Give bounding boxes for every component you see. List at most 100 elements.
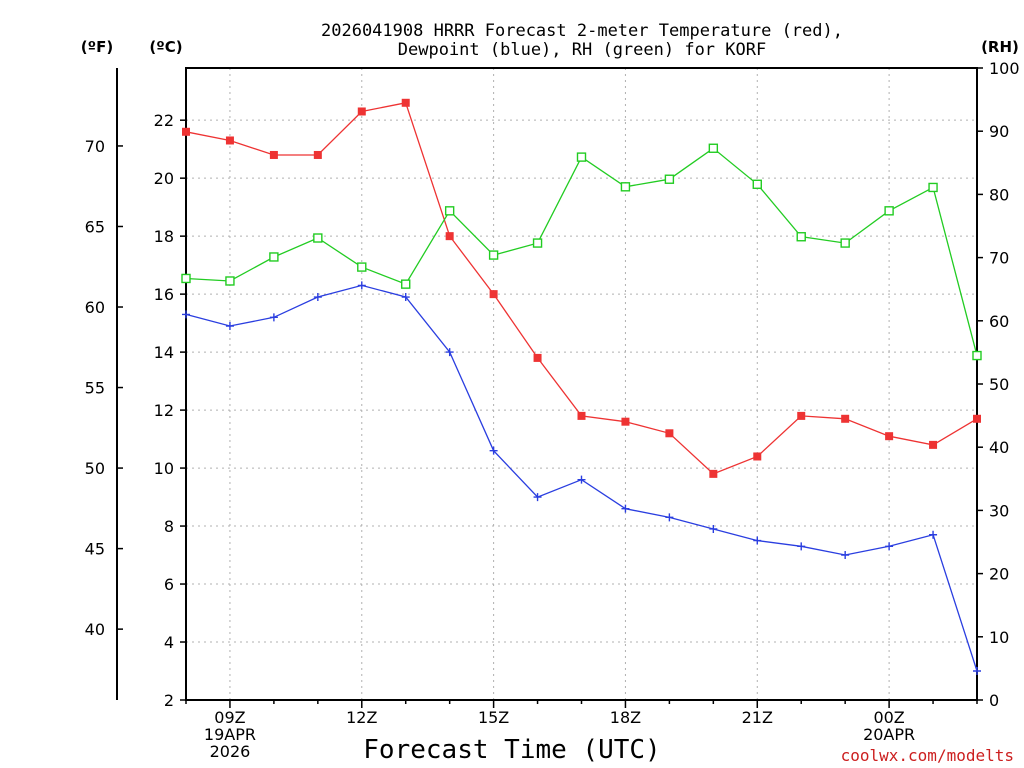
rh-point xyxy=(313,233,323,243)
dewpoint-point xyxy=(489,446,498,455)
temperature-point xyxy=(885,432,894,441)
dewpoint-point xyxy=(269,313,278,322)
temperature-point xyxy=(182,127,190,136)
dewpoint-point xyxy=(225,322,234,331)
temperature-point xyxy=(445,232,454,241)
rh-tick-label: 50 xyxy=(989,375,1009,394)
x-tick-label: 20APR xyxy=(863,725,915,744)
rh-point xyxy=(401,279,411,289)
x-axis-title: Forecast Time (UTC) xyxy=(363,735,660,765)
rh-point xyxy=(840,238,850,248)
fahrenheit-tick-label: 40 xyxy=(85,620,105,639)
rh-point xyxy=(269,252,279,262)
celsius-tick-label: 12 xyxy=(154,401,174,420)
temperature-point xyxy=(357,107,366,116)
celsius-tick-label: 8 xyxy=(164,517,174,536)
temperature-point xyxy=(753,452,762,461)
fahrenheit-unit-label: (ºF) xyxy=(81,38,113,56)
celsius-unit-label: (ºC) xyxy=(149,38,182,56)
rh-tick-label: 100 xyxy=(989,59,1020,78)
temperature-point xyxy=(533,353,542,362)
x-tick-label: 15Z xyxy=(478,708,509,727)
dewpoint-point xyxy=(357,281,366,290)
dewpoint-point xyxy=(885,542,894,551)
x-tick-label: 12Z xyxy=(346,708,377,727)
x-tick-label: 00Z xyxy=(873,708,904,727)
temperature-point xyxy=(973,414,981,423)
celsius-tick-label: 22 xyxy=(154,111,174,130)
celsius-tick-label: 20 xyxy=(154,169,174,188)
dewpoint-point xyxy=(797,542,806,551)
rh-point xyxy=(532,238,543,248)
rh-point xyxy=(225,276,235,286)
temperature-point xyxy=(841,414,850,423)
temperature-point xyxy=(577,411,586,420)
fahrenheit-tick-label: 55 xyxy=(85,379,105,398)
rh-tick-label: 30 xyxy=(989,501,1009,520)
dewpoint-point xyxy=(753,536,762,545)
tick-labels: 2 4 6 8 10 12 14 16 18 20 22 40 45 50 55 60 65 70 0 10 20 30 4… xyxy=(85,59,1020,761)
celsius-tick-label: 2 xyxy=(164,691,174,710)
dewpoint-point xyxy=(401,293,410,302)
chart-title-line-2: Dewpoint (blue), RH (green) for KORF xyxy=(398,40,766,60)
dewpoint-point xyxy=(709,524,718,533)
dewpoint-point xyxy=(182,310,190,319)
rh-point xyxy=(664,174,675,184)
dewpoint-point xyxy=(533,493,542,502)
dewpoint-point xyxy=(577,475,586,484)
rh-unit-label: (RH) xyxy=(981,38,1019,56)
x-tick-label: 09Z xyxy=(214,708,245,727)
fahrenheit-tick-label: 60 xyxy=(85,298,105,317)
rh-point xyxy=(488,250,499,260)
rh-point xyxy=(708,143,719,153)
rh-point xyxy=(972,350,982,361)
rh-point xyxy=(796,232,806,242)
temperature-point xyxy=(489,290,498,299)
dewpoint-point xyxy=(665,513,674,522)
dewpoint-point xyxy=(929,530,938,539)
temperature-point xyxy=(929,440,938,449)
fahrenheit-tick-label: 50 xyxy=(85,459,105,478)
dewpoint-point xyxy=(841,551,850,560)
dewpoint-point xyxy=(445,348,454,357)
celsius-tick-label: 6 xyxy=(164,575,174,594)
rh-tick-label: 10 xyxy=(989,628,1009,647)
celsius-tick-label: 16 xyxy=(154,285,174,304)
chart-title-line-1: 2026041908 HRRR Forecast 2-meter Tempera… xyxy=(321,21,843,41)
temperature-point xyxy=(797,411,806,420)
temperature-point xyxy=(313,150,322,159)
rh-tick-label: 20 xyxy=(989,565,1009,584)
rh-tick-label: 70 xyxy=(989,249,1009,268)
dewpoint-point xyxy=(313,293,322,302)
dewpoint-point xyxy=(973,667,981,676)
rh-point xyxy=(620,182,631,192)
rh-point xyxy=(357,262,367,272)
fahrenheit-tick-label: 45 xyxy=(85,540,105,559)
celsius-tick-label: 4 xyxy=(164,633,174,652)
rh-point xyxy=(444,206,455,216)
temperature-point xyxy=(401,98,410,107)
x-tick-label: 2026 xyxy=(210,742,251,761)
temperature-point xyxy=(269,150,278,159)
rh-tick-label: 80 xyxy=(989,185,1009,204)
celsius-tick-label: 10 xyxy=(154,459,174,478)
rh-tick-label: 90 xyxy=(989,122,1009,141)
x-tick-label: 19APR xyxy=(204,725,256,744)
data-series xyxy=(181,98,982,676)
rh-point xyxy=(576,152,587,162)
source-credit: coolwx.com/modelts xyxy=(841,746,1014,765)
rh-tick-label: 0 xyxy=(989,691,999,710)
x-tick-label: 18Z xyxy=(610,708,641,727)
rh-point xyxy=(181,273,191,284)
temperature-point xyxy=(621,417,630,426)
rh-point xyxy=(928,182,938,193)
fahrenheit-tick-label: 65 xyxy=(85,217,105,236)
x-tick-label: 21Z xyxy=(742,708,773,727)
temperature-point xyxy=(709,469,718,478)
rh-tick-label: 60 xyxy=(989,312,1009,331)
dewpoint-point xyxy=(621,504,630,513)
temperature-point xyxy=(225,136,234,145)
temperature-point xyxy=(665,429,674,438)
celsius-tick-label: 14 xyxy=(154,343,174,362)
